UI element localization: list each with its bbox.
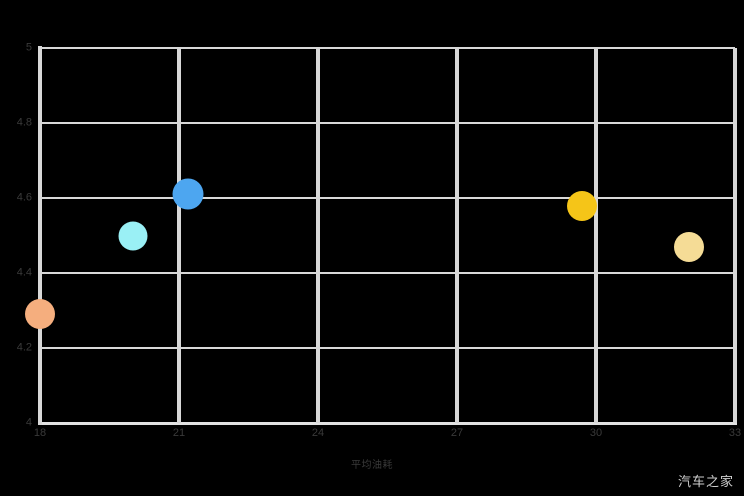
gridline-horizontal [40,272,735,274]
x-axis-tick-label: 30 [589,427,603,439]
y-axis-tick-label: 4.2 [16,341,32,354]
gridline-vertical [177,48,181,423]
y-axis-tick-label: 4 [25,416,32,429]
y-axis-line [38,46,42,425]
plot-area [25,46,737,425]
x-axis-tick-label: 33 [728,427,742,439]
x-axis-tick-label: 21 [172,427,186,439]
gridline-horizontal [40,347,735,349]
point-lightyellow[interactable] [673,231,704,262]
x-axis-tick-label: 24 [311,427,325,439]
gridline-horizontal [40,197,735,199]
x-axis-title: 平均油耗 [351,460,393,471]
point-cyan[interactable] [118,221,148,250]
gridline-vertical [594,48,598,423]
x-axis-tick-label: 18 [33,427,47,439]
gridline-vertical [455,48,459,423]
x-axis-line [38,422,737,425]
y-axis-tick-label: 4.8 [16,116,32,129]
point-salmon[interactable] [25,299,55,330]
point-gold[interactable] [567,190,598,221]
y-axis-tick-label: 5 [25,41,32,54]
gridline-vertical [733,48,737,423]
gridline-horizontal [40,122,735,124]
gridline-vertical [316,48,320,423]
gridline-horizontal [40,47,735,49]
point-blue[interactable] [172,178,204,210]
y-axis-tick-label: 4.4 [16,266,32,279]
x-axis-tick-label: 27 [450,427,464,439]
watermark: 汽车之家 [677,475,734,490]
y-axis-tick-label: 4.6 [16,191,32,204]
